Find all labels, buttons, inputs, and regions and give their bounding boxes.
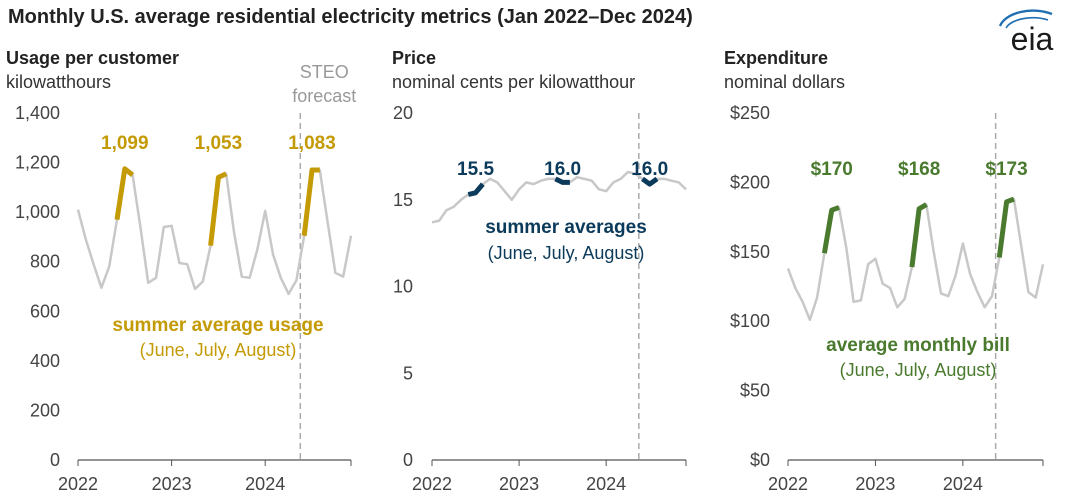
- price-legend-sublabel: (June, July, August): [488, 243, 645, 263]
- price-x-tick-label: 2022: [412, 474, 452, 494]
- expenditure-summer-value-label: $170: [811, 159, 853, 180]
- expenditure-summer-highlight: [821, 205, 840, 254]
- usage-x-tick-label: 2024: [245, 474, 285, 494]
- usage-y-tick-label: 600: [30, 301, 60, 321]
- price-y-tick-label: 0: [403, 450, 413, 470]
- usage-y-tick-label: 0: [50, 450, 60, 470]
- expenditure-legend-label: average monthly bill: [826, 335, 1010, 356]
- expenditure-y-tick-label: $250: [730, 103, 770, 123]
- expenditure-unit-label: nominal dollars: [724, 72, 845, 92]
- price-x-tick-label: 2023: [499, 474, 539, 494]
- expenditure-summer-value-label: $168: [898, 159, 940, 180]
- price-summer-highlight: [554, 176, 570, 185]
- usage-y-tick-label: 800: [30, 252, 60, 272]
- price-summer-value-label: 15.5: [457, 159, 494, 180]
- price-y-tick-label: 20: [393, 103, 413, 123]
- price-y-tick-label: 10: [393, 277, 413, 297]
- expenditure-y-tick-label: $0: [750, 450, 770, 470]
- usage-y-tick-label: 1,400: [15, 103, 60, 123]
- expenditure-x-tick-label: 2024: [943, 474, 983, 494]
- price-panel-title: Price: [392, 48, 436, 68]
- expenditure-y-tick-label: $50: [740, 381, 770, 401]
- forecast-label-line1: STEO: [300, 62, 349, 82]
- usage-x-tick-label: 2023: [152, 474, 192, 494]
- price-summer-value-label: 16.0: [631, 159, 668, 180]
- price-summer-value-label: 16.0: [544, 159, 581, 180]
- eia-logo-icon: eia: [998, 9, 1054, 56]
- price-summer-highlight: [641, 176, 659, 187]
- expenditure-x-tick-label: 2022: [768, 474, 808, 494]
- usage-unit-label: kilowatthours: [6, 72, 111, 92]
- price-legend-label: summer averages: [485, 217, 647, 238]
- expenditure-summer-highlight: [996, 196, 1015, 258]
- expenditure-summer-highlight: [909, 202, 928, 268]
- usage-panel-title: Usage per customer: [6, 48, 179, 68]
- usage-summer-value-label: 1,083: [288, 133, 336, 154]
- expenditure-x-tick-label: 2023: [855, 474, 895, 494]
- price-unit-label: nominal cents per kilowatthour: [392, 72, 635, 92]
- price-y-tick-label: 5: [403, 363, 413, 383]
- expenditure-y-tick-label: $100: [730, 311, 770, 331]
- expenditure-y-tick-label: $150: [730, 242, 770, 262]
- expenditure-summer-value-label: $173: [985, 159, 1027, 180]
- usage-summer-highlight: [301, 167, 320, 236]
- price-summer-highlight: [467, 182, 485, 197]
- usage-legend-sublabel: (June, July, August): [140, 340, 297, 360]
- usage-y-tick-label: 400: [30, 351, 60, 371]
- expenditure-panel-title: Expenditure: [724, 48, 828, 68]
- usage-x-tick-label: 2022: [58, 474, 98, 494]
- price-x-tick-label: 2024: [586, 474, 626, 494]
- usage-summer-highlight: [114, 166, 135, 220]
- expenditure-y-tick-label: $200: [730, 172, 770, 192]
- usage-y-tick-label: 1,000: [15, 202, 60, 222]
- usage-summer-value-label: 1,053: [195, 133, 243, 154]
- forecast-label-line2: forecast: [292, 86, 356, 106]
- usage-y-tick-label: 200: [30, 400, 60, 420]
- expenditure-legend-sublabel: (June, July, August): [840, 360, 997, 380]
- chart-title: Monthly U.S. average residential electri…: [8, 6, 693, 28]
- usage-summer-value-label: 1,099: [101, 133, 149, 154]
- usage-legend-label: summer average usage: [112, 315, 323, 336]
- price-y-tick-label: 15: [393, 190, 413, 210]
- eia-logo-text: eia: [1011, 21, 1054, 56]
- usage-summer-highlight: [208, 171, 228, 246]
- usage-y-tick-label: 1,200: [15, 153, 60, 173]
